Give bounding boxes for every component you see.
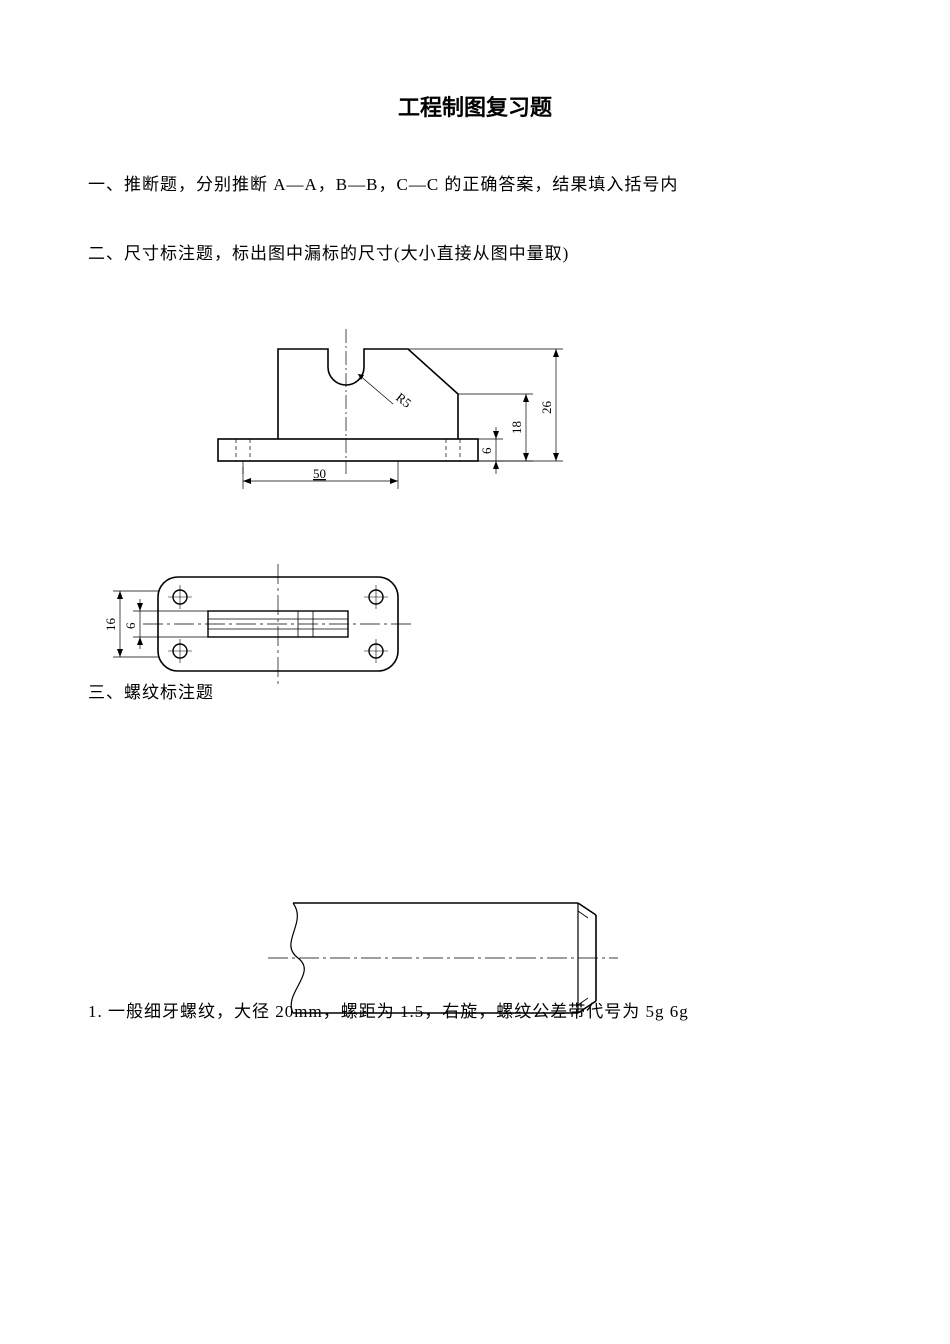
question-3-item-1: 1. 一般细牙螺纹，大径 20mm，螺距为 1.5，右旋，螺纹公差带代号为 5g…: [88, 997, 868, 1022]
question-1: 一、推断题，分别推断 A—A，B—B，C—C 的正确答案，结果填入括号内: [88, 170, 862, 201]
dim-50: 50: [313, 466, 326, 481]
dim-18: 18: [509, 421, 524, 434]
dim-6: 6: [479, 447, 494, 454]
dim-16: 16: [103, 618, 118, 632]
figure-3: [248, 863, 648, 1058]
question-2: 二、尺寸标注题，标出图中漏标的尺寸(大小直接从图中量取): [88, 239, 862, 270]
question-3: 三、螺纹标注题: [88, 678, 214, 703]
figure-1: R5 50 6 18 26: [198, 319, 578, 514]
dim-6b: 6: [123, 622, 138, 629]
page-title: 工程制图复习题: [88, 90, 862, 122]
dim-radius: R5: [393, 390, 414, 411]
dim-26: 26: [539, 401, 554, 415]
